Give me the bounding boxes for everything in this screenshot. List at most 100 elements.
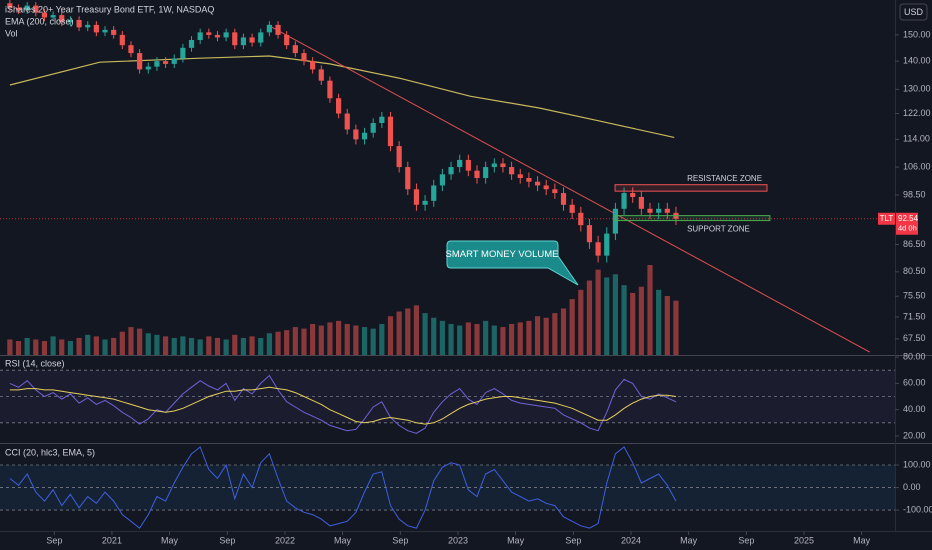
candle-body — [370, 123, 376, 133]
candle-body — [85, 24, 91, 28]
indicator-line — [9, 446, 677, 529]
callout-box — [446, 240, 579, 286]
candle-body — [67, 19, 74, 23]
volume-bar — [162, 336, 169, 355]
price-pane — [0, 0, 895, 355]
candle-body — [59, 15, 65, 23]
volume-bar — [240, 337, 247, 355]
candle-body — [474, 170, 480, 178]
candle-body — [517, 174, 523, 178]
candle-body — [301, 53, 307, 62]
y-tick-label: 67.50 — [903, 333, 926, 343]
candle-body — [353, 129, 359, 140]
candle-body — [240, 37, 247, 46]
zone — [614, 184, 768, 192]
candle-body — [206, 32, 212, 35]
candle-body — [647, 208, 653, 213]
currency-button[interactable] — [899, 3, 928, 21]
candle-body — [431, 185, 437, 201]
volume-bar — [33, 339, 39, 355]
volume-bar — [621, 285, 627, 355]
indicator-line — [9, 386, 677, 425]
candle-body — [500, 163, 506, 168]
candle-body — [266, 24, 272, 33]
volume-bar — [647, 265, 653, 355]
volume-bar — [465, 322, 471, 355]
volume-bar — [370, 328, 376, 355]
x-tick-label: May — [680, 535, 698, 545]
candle-body — [612, 208, 619, 234]
volume-bar — [318, 325, 324, 355]
candle-body — [102, 29, 108, 33]
candle-body — [405, 167, 411, 190]
candle-body — [379, 116, 385, 124]
zone-label: RESISTANCE ZONE — [687, 174, 762, 183]
overlays: SMART MONEY VOLUME iShares 20+ Year Trea… — [5, 3, 928, 457]
candle-body — [422, 200, 428, 205]
volume-bar — [578, 289, 584, 355]
candle-body — [327, 80, 333, 99]
candle-body — [223, 32, 229, 38]
volume-bar — [24, 337, 30, 355]
candle-body — [534, 181, 541, 186]
candle-body — [361, 132, 368, 140]
candle-body — [318, 69, 324, 81]
candle-body — [145, 66, 151, 70]
volume-bar — [41, 341, 48, 355]
volume-bar — [102, 339, 108, 355]
candle-body — [457, 159, 463, 168]
volume-bar — [119, 331, 125, 355]
candle-body — [344, 113, 350, 130]
candle-body — [335, 98, 342, 114]
volume-bar — [439, 320, 445, 355]
volume-bar — [586, 280, 593, 355]
candle-body — [275, 24, 281, 35]
candle-body — [526, 177, 532, 182]
candle-body — [483, 167, 489, 178]
x-tick-label: 2021 — [102, 535, 122, 545]
candle-body — [664, 208, 670, 213]
volume-bar — [335, 320, 342, 355]
x-tick-label: 2022 — [275, 535, 295, 545]
y-tick-label: -100.00 — [903, 504, 932, 514]
volume-bar — [604, 277, 610, 355]
candle-body — [128, 45, 134, 54]
volume-bar — [76, 337, 82, 355]
volume-bar — [543, 317, 549, 355]
candle-body — [396, 146, 402, 168]
candle-body — [188, 40, 195, 48]
candle-body — [656, 208, 662, 213]
volume-bar — [656, 289, 662, 355]
volume-bar — [344, 323, 350, 355]
volume-bar — [673, 300, 679, 355]
candle-body — [258, 32, 264, 43]
candle-body — [50, 15, 56, 18]
trendline — [267, 24, 870, 353]
ema-legend: EMA (200, close) — [5, 16, 74, 26]
candle-body — [232, 32, 238, 46]
candle-body — [119, 34, 125, 46]
volume-bar — [448, 323, 454, 355]
volume-bar — [612, 274, 619, 355]
indicator-line — [9, 374, 677, 434]
volume-bar — [474, 323, 480, 355]
volume-bar — [171, 337, 177, 355]
candle-body — [638, 196, 644, 209]
volume-bar — [137, 328, 143, 355]
candle-body — [569, 204, 575, 213]
volume-bar — [50, 336, 56, 355]
volume-bar — [664, 296, 670, 355]
candle-body — [249, 37, 255, 43]
volume-bar — [258, 337, 264, 355]
volume-bar — [128, 327, 134, 355]
volume-bar — [59, 339, 65, 355]
candle-body — [310, 61, 316, 70]
candle-body — [387, 116, 394, 147]
volume-bar — [534, 316, 541, 355]
price-tag-label: 92.54 — [898, 214, 919, 223]
y-tick-label: 86.50 — [903, 239, 926, 249]
candle-body — [578, 212, 584, 226]
volume-bar — [214, 337, 221, 355]
